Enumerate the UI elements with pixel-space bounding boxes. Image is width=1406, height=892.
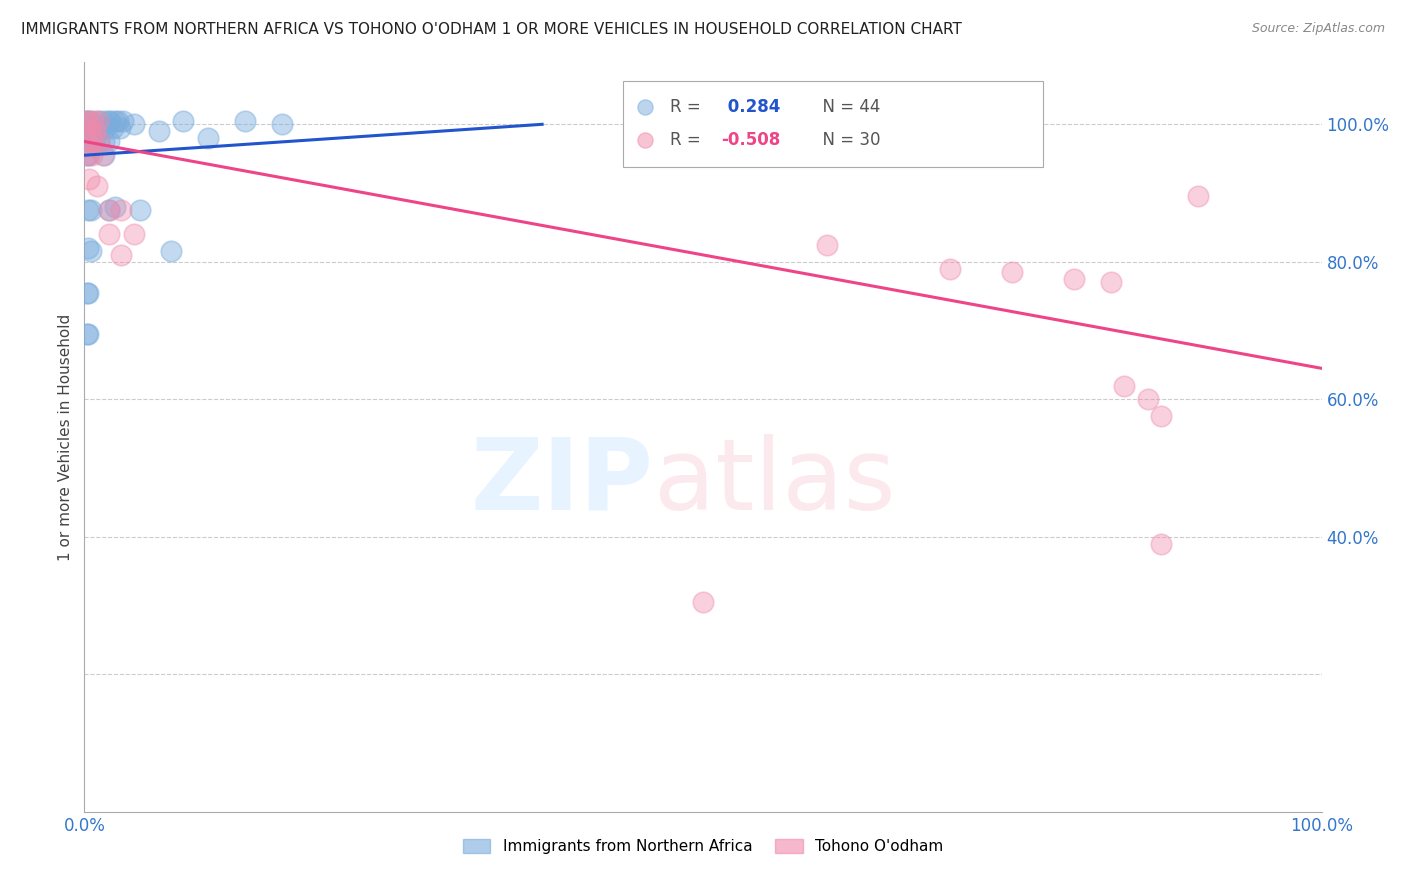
Point bbox=[104, 114, 127, 128]
Point bbox=[80, 135, 103, 149]
Point bbox=[98, 203, 121, 218]
Point bbox=[79, 135, 101, 149]
Point bbox=[87, 114, 110, 128]
Text: R =: R = bbox=[669, 98, 706, 116]
Text: Source: ZipAtlas.com: Source: ZipAtlas.com bbox=[1251, 22, 1385, 36]
Point bbox=[80, 135, 103, 149]
Point bbox=[77, 203, 100, 218]
Text: ZIP: ZIP bbox=[471, 434, 654, 531]
Point bbox=[98, 135, 121, 149]
Point bbox=[77, 285, 100, 300]
Point bbox=[93, 148, 115, 162]
Point bbox=[89, 120, 111, 135]
Point bbox=[94, 120, 117, 135]
Point bbox=[129, 203, 152, 218]
Point bbox=[98, 114, 121, 128]
FancyBboxPatch shape bbox=[623, 81, 1043, 168]
Point bbox=[104, 200, 127, 214]
Point bbox=[76, 148, 98, 162]
Point bbox=[84, 124, 107, 138]
Point bbox=[79, 124, 101, 138]
Point bbox=[1150, 536, 1173, 550]
Point bbox=[271, 117, 294, 131]
Point bbox=[76, 326, 98, 341]
Point bbox=[76, 148, 98, 162]
Point bbox=[110, 248, 132, 262]
Point bbox=[110, 203, 132, 218]
Point bbox=[1150, 409, 1173, 424]
Point bbox=[634, 188, 657, 202]
Point bbox=[79, 148, 101, 162]
Legend: Immigrants from Northern Africa, Tohono O'odham: Immigrants from Northern Africa, Tohono … bbox=[457, 833, 949, 860]
Point bbox=[815, 237, 838, 252]
Text: IMMIGRANTS FROM NORTHERN AFRICA VS TOHONO O'ODHAM 1 OR MORE VEHICLES IN HOUSEHOL: IMMIGRANTS FROM NORTHERN AFRICA VS TOHON… bbox=[21, 22, 962, 37]
Point bbox=[77, 326, 100, 341]
Point bbox=[77, 114, 100, 128]
Text: -0.508: -0.508 bbox=[721, 130, 780, 149]
Point bbox=[98, 203, 121, 218]
Point bbox=[1187, 189, 1209, 203]
Point bbox=[84, 120, 107, 135]
Point bbox=[79, 114, 101, 128]
Point bbox=[122, 117, 145, 131]
Point bbox=[87, 114, 110, 128]
Text: atlas: atlas bbox=[654, 434, 896, 531]
Point bbox=[148, 124, 170, 138]
Point bbox=[89, 135, 111, 149]
Point bbox=[110, 120, 132, 135]
Point bbox=[89, 135, 111, 149]
Point bbox=[1112, 378, 1135, 392]
Point bbox=[79, 172, 101, 186]
Point bbox=[1063, 272, 1085, 286]
Point bbox=[160, 244, 183, 259]
Point bbox=[80, 148, 103, 162]
Point bbox=[101, 120, 124, 135]
Point bbox=[82, 114, 104, 128]
Point bbox=[97, 114, 120, 128]
Text: 0.284: 0.284 bbox=[721, 98, 780, 116]
Text: N = 30: N = 30 bbox=[811, 130, 880, 149]
Point bbox=[76, 131, 98, 145]
Point bbox=[79, 203, 101, 218]
Point bbox=[86, 179, 108, 194]
Point bbox=[77, 114, 100, 128]
Point bbox=[107, 114, 129, 128]
Text: N = 44: N = 44 bbox=[811, 98, 880, 116]
Y-axis label: 1 or more Vehicles in Household: 1 or more Vehicles in Household bbox=[58, 313, 73, 561]
Point bbox=[122, 227, 145, 242]
Point bbox=[1137, 392, 1160, 407]
Point bbox=[1099, 276, 1122, 290]
Point bbox=[197, 131, 219, 145]
Point bbox=[79, 244, 101, 259]
Point bbox=[93, 135, 115, 149]
Point bbox=[91, 148, 114, 162]
Point bbox=[111, 114, 134, 128]
Point bbox=[75, 114, 97, 128]
Point bbox=[634, 159, 657, 173]
Point bbox=[82, 120, 104, 135]
Point bbox=[76, 285, 98, 300]
Point bbox=[939, 261, 962, 276]
Point bbox=[692, 595, 714, 609]
Point bbox=[75, 114, 97, 128]
Point bbox=[76, 135, 98, 149]
Point bbox=[98, 227, 121, 242]
Point bbox=[233, 114, 256, 128]
Point bbox=[172, 114, 194, 128]
Text: R =: R = bbox=[669, 130, 706, 149]
Point bbox=[83, 135, 105, 149]
Point bbox=[1001, 265, 1024, 279]
Point bbox=[77, 241, 100, 255]
Point bbox=[91, 114, 114, 128]
